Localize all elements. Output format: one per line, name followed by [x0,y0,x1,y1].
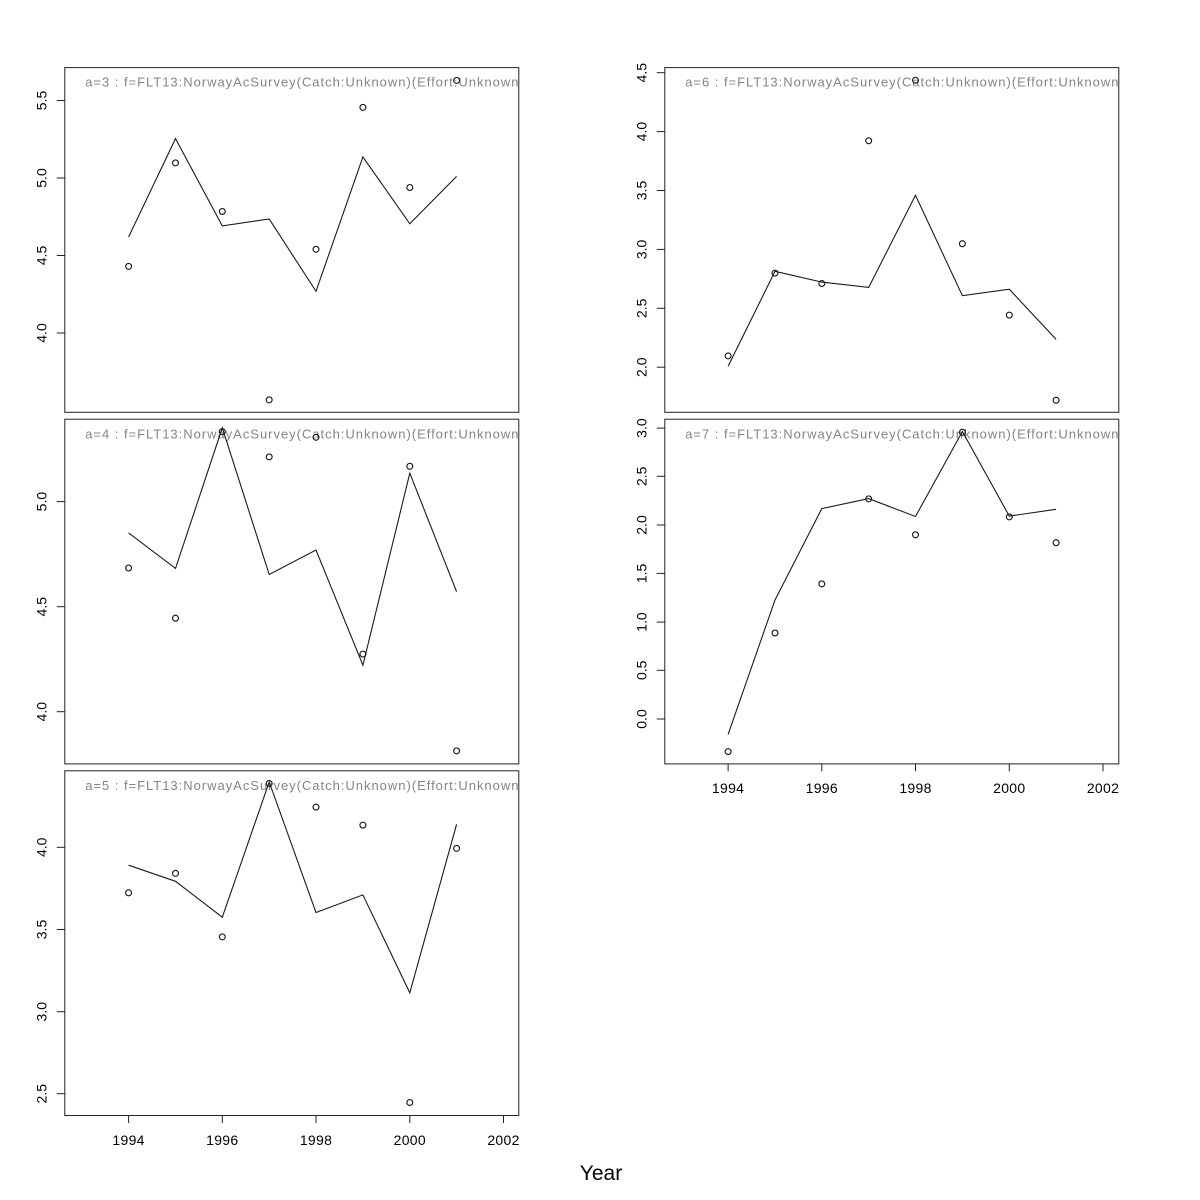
svg-text:a=6 : f=FLT13:NorwayAcSurvey: a=6 : f=FLT13:NorwayAcSurvey(Catch:Unkno… [685,75,1119,90]
svg-text:2.5: 2.5 [33,1084,49,1104]
svg-text:1998: 1998 [300,1132,332,1148]
svg-text:Year: Year [580,1162,622,1185]
svg-text:1994: 1994 [112,1132,144,1148]
svg-text:4.0: 4.0 [33,702,49,722]
svg-text:a=5 : f=FLT13:NorwayAcSurvey: a=5 : f=FLT13:NorwayAcSurvey(Catch:Unkno… [85,778,519,793]
svg-text:1994: 1994 [712,780,744,796]
svg-text:2002: 2002 [1087,780,1119,796]
svg-text:3.5: 3.5 [633,181,649,201]
svg-text:1.0: 1.0 [633,612,649,632]
svg-text:4.0: 4.0 [33,323,49,343]
svg-text:0.5: 0.5 [633,660,649,680]
svg-text:3.0: 3.0 [633,239,649,259]
svg-text:2002: 2002 [487,1132,519,1148]
svg-text:a=3 : f=FLT13:NorwayAcSurvey: a=3 : f=FLT13:NorwayAcSurvey(Catch:Unkno… [85,75,519,90]
svg-text:3.0: 3.0 [633,418,649,438]
svg-text:3.5: 3.5 [33,920,49,940]
svg-text:5.0: 5.0 [33,492,49,512]
svg-text:5.5: 5.5 [33,91,49,111]
svg-text:0.0: 0.0 [633,709,649,729]
svg-text:a=7 : f=FLT13:NorwayAcSurvey: a=7 : f=FLT13:NorwayAcSurvey(Catch:Unkno… [685,426,1119,441]
svg-text:4.0: 4.0 [33,837,49,857]
svg-text:2.0: 2.0 [633,515,649,535]
svg-text:2000: 2000 [993,780,1025,796]
svg-text:4.5: 4.5 [33,597,49,617]
svg-text:4.0: 4.0 [633,122,649,142]
svg-text:3.0: 3.0 [33,1002,49,1022]
svg-text:2000: 2000 [394,1132,426,1148]
svg-text:5.0: 5.0 [33,168,49,188]
svg-text:1996: 1996 [806,780,838,796]
svg-text:2.0: 2.0 [633,357,649,377]
svg-text:1.5: 1.5 [633,563,649,583]
svg-text:1998: 1998 [899,780,931,796]
svg-text:4.5: 4.5 [633,63,649,83]
svg-text:1996: 1996 [206,1132,238,1148]
svg-text:a=4 : f=FLT13:NorwayAcSurvey: a=4 : f=FLT13:NorwayAcSurvey(Catch:Unkno… [85,426,519,441]
svg-text:2.5: 2.5 [633,298,649,318]
svg-text:4.5: 4.5 [33,246,49,266]
svg-text:2.5: 2.5 [633,466,649,486]
